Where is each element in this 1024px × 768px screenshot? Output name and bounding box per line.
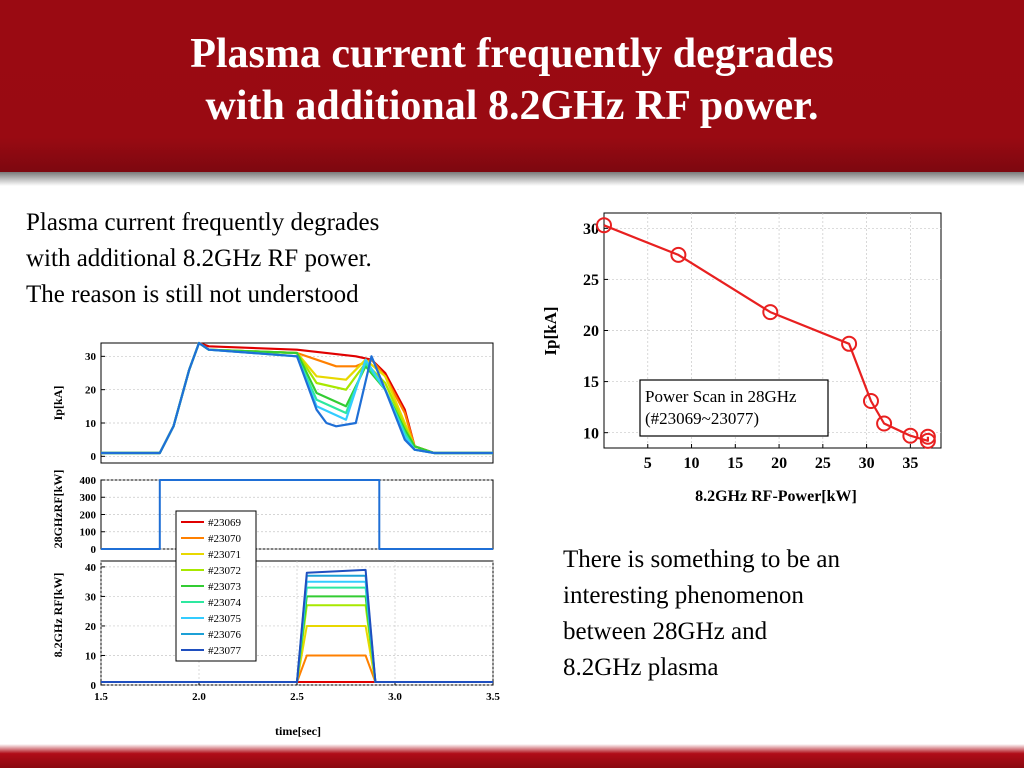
scan-data-point (902, 427, 919, 444)
right-description-line-2: interesting phenomenon (563, 582, 804, 609)
rf82-y-tick-label: 20 (85, 621, 97, 633)
scan-data-point (876, 415, 893, 432)
title-banner-shadow (0, 172, 1024, 186)
footer-bar (0, 744, 1024, 768)
scan-x-tick-label: 20 (771, 455, 787, 472)
scan-data-point (596, 217, 612, 234)
rf82-y-tick-label: 30 (85, 591, 97, 603)
legend-label: #23074 (208, 597, 242, 609)
scan-y-tick-label: 20 (583, 323, 599, 340)
left-description-line-3: The reason is still not understood (26, 281, 359, 308)
scan-annotation-line: Power Scan in 28GHz (645, 387, 797, 406)
slide-title-line-1: Plasma current frequently degrades (190, 31, 834, 77)
legend-label: #23077 (208, 645, 242, 657)
scan-data-point (862, 393, 879, 409)
scan-data-point (762, 304, 779, 321)
legend-label: #23070 (208, 533, 242, 545)
right-description-line-3: between 28GHz and (563, 618, 768, 645)
rf28-y-tick-label: 0 (91, 544, 97, 556)
right-description-line-4: 8.2GHz plasma (563, 654, 719, 681)
rf82-x-tick-label: 2.0 (192, 691, 206, 703)
scan-y-tick-label: 15 (583, 374, 599, 391)
legend-label: #23073 (208, 581, 242, 593)
rf82-x-tick-label: 2.5 (290, 691, 304, 703)
title-banner (0, 0, 1024, 172)
ip-axis-label: Ip[kA] (51, 386, 65, 421)
left-description-line-2: with additional 8.2GHz RF power. (26, 245, 372, 272)
scan-x-tick-label: 15 (727, 455, 743, 472)
rf82-y-tick-label: 0 (91, 680, 97, 692)
legend-label: #23069 (208, 517, 242, 529)
ip-plot-area (100, 342, 494, 464)
rf82-x-tick-label: 3.0 (388, 691, 402, 703)
rf28-y-tick-label: 100 (80, 527, 97, 539)
legend-label: #23076 (208, 629, 242, 641)
scan-ylabel: Ip[kA] (541, 306, 560, 355)
time-traces-chart: Ip[kA] 28GHzRF[kW] 8.2GHz RF[kW] time[se… (51, 341, 500, 738)
power-scan-chart: Ip[kA] 8.2GHz RF-Power[kW] 10 15 20 25 30 5 10… (541, 212, 942, 505)
rf82-series-line-8 (101, 568, 493, 683)
rf82-y-tick-label: 40 (85, 562, 97, 574)
scan-annotation-box (639, 379, 829, 437)
ip-y-tick-label: 20 (85, 385, 97, 397)
scan-y-tick-label: 30 (583, 221, 599, 238)
rf28-y-tick-label: 400 (80, 475, 97, 487)
legend-label: #23075 (208, 613, 242, 625)
right-description: There is something to be an interesting … (563, 542, 840, 686)
rf82-x-tick-label: 1.5 (94, 691, 108, 703)
scan-x-tick-label: 30 (859, 455, 875, 472)
rf82-y-tick-label: 10 (85, 650, 97, 662)
slide-title: Plasma current frequently degrades with … (0, 28, 1024, 132)
ip-y-tick-label: 30 (85, 351, 97, 363)
rf28-axis-label: 28GHzRF[kW] (51, 470, 65, 549)
scan-x-tick-label: 25 (815, 455, 831, 472)
scan-data-point (670, 246, 687, 263)
rf28-series-line-0 (101, 479, 493, 550)
right-description-line-1: There is something to be an (563, 546, 841, 573)
scan-x-tick-label: 10 (684, 455, 700, 472)
scan-xlabel: 8.2GHz RF-Power[kW] (695, 488, 857, 505)
rf82-x-tick-label: 3.5 (486, 691, 500, 703)
scan-y-tick-label: 25 (583, 272, 599, 289)
scan-data-point (841, 335, 858, 352)
scan-x-tick-label: 35 (902, 455, 918, 472)
rf28-y-tick-label: 200 (80, 509, 97, 521)
legend-label: #23072 (208, 565, 241, 577)
slide-title-line-2: with additional 8.2GHz RF power. (205, 83, 819, 129)
left-description-line-1: Plasma current frequently degrades (26, 209, 380, 236)
ip-y-tick-label: 10 (85, 418, 97, 430)
rf28-y-tick-label: 300 (80, 492, 97, 504)
ip-series-line-7 (101, 341, 493, 455)
left-description: Plasma current frequently degrades with … (26, 205, 379, 313)
scan-data-point (919, 428, 936, 445)
rf82-axis-label: 8.2GHz RF[kW] (51, 573, 65, 658)
scan-data-point (919, 432, 936, 449)
legend-label: #23071 (208, 549, 241, 561)
time-axis-label: time[sec] (275, 724, 321, 738)
scan-x-tick-label: 5 (644, 455, 652, 472)
scan-y-tick-label: 10 (583, 425, 599, 442)
ip-y-tick-label: 0 (91, 451, 97, 463)
scan-annotation-line: (#23069~23077) (645, 409, 759, 428)
